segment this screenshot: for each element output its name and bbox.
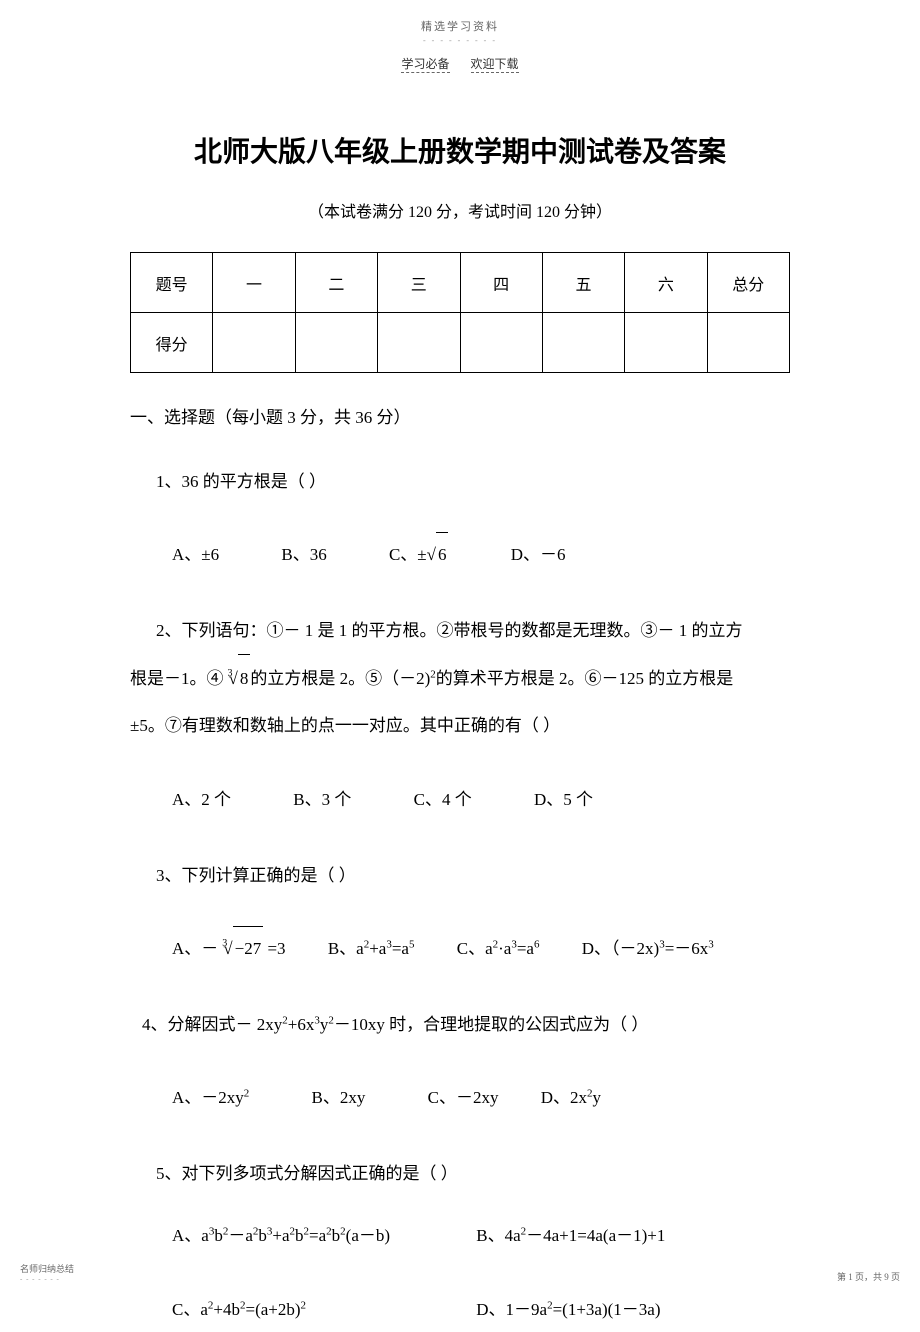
table-cell — [295, 313, 377, 373]
question-3-options: A、－3√−27 =3 B、a2+a3=a5 C、a2·a3=a6 D、（－2x… — [130, 926, 790, 971]
option-c: C、4 个 — [414, 778, 472, 822]
footer-left: 名师归纳总结 - - - - - - - — [20, 1262, 74, 1283]
question-1-options: A、±6 B、36 C、±√6 D、－6 — [130, 532, 790, 577]
table-cell: 总分 — [707, 253, 789, 313]
question-2: 2、下列语句：①－ 1 是 1 的平方根。②带根号的数都是无理数。③－ 1 的立… — [130, 609, 790, 653]
table-cell: 六 — [625, 253, 707, 313]
question-1: 1、36 的平方根是（ ） — [130, 460, 790, 504]
question-4: 4、分解因式－ 2xy2+6x3y2－10xy 时，合理地提取的公因式应为（ ） — [130, 1003, 790, 1047]
header-sub-right: 欢迎下载 — [471, 57, 519, 73]
option-d: D、－6 — [511, 533, 566, 577]
table-cell — [213, 313, 295, 373]
table-cell — [707, 313, 789, 373]
question-4-options: A、－2xy2 B、2xy C、－2xy D、2x2y — [130, 1076, 790, 1120]
content-area: 1、36 的平方根是（ ） A、±6 B、36 C、±√6 D、－6 2、下列语… — [130, 460, 790, 1332]
question-5-line2: C、a2+4b2=(a+2b)2 D、1－9a2=(1+3a)(1－3a) — [130, 1288, 790, 1332]
question-2-cont2: ±5。⑦有理数和数轴上的点一一对应。其中正确的有（ ） — [130, 702, 790, 750]
section-heading: 一、选择题（每小题 3 分，共 36 分） — [130, 403, 920, 428]
question-5-line1: A、a3b2－a2b3+a2b2=a2b2(a－b) B、4a2－4a+1=4a… — [130, 1214, 790, 1258]
table-cell — [460, 313, 542, 373]
option-c: C、a2+4b2=(a+2b)2 — [172, 1288, 472, 1332]
footer-right: 第 1 页，共 9 页 — [837, 1270, 900, 1283]
table-row: 题号 一 二 三 四 五 六 总分 — [131, 253, 790, 313]
table-cell: 四 — [460, 253, 542, 313]
option-d: D、（－2x)3=－6x3 — [582, 927, 714, 971]
option-a: A、a3b2－a2b3+a2b2=a2b2(a－b) — [172, 1214, 472, 1258]
table-cell: 题号 — [131, 253, 213, 313]
table-cell: 得分 — [131, 313, 213, 373]
option-c: C、a2·a3=a6 — [457, 927, 540, 971]
table-cell: 五 — [542, 253, 624, 313]
question-5: 5、对下列多项式分解因式正确的是（ ） — [130, 1152, 790, 1196]
table-row: 得分 — [131, 313, 790, 373]
option-a: A、－2xy2 — [172, 1076, 249, 1120]
table-cell: 三 — [378, 253, 460, 313]
page-subtitle: （本试卷满分 120 分，考试时间 120 分钟） — [0, 198, 920, 222]
option-b: B、3 个 — [293, 778, 351, 822]
question-3: 3、下列计算正确的是（ ） — [130, 854, 790, 898]
option-a: A、2 个 — [172, 778, 231, 822]
option-d: D、5 个 — [534, 778, 593, 822]
table-cell — [625, 313, 707, 373]
option-b: B、a2+a3=a5 — [328, 927, 415, 971]
question-2-options: A、2 个 B、3 个 C、4 个 D、5 个 — [130, 778, 790, 822]
header-watermark: 精选学习资料 — [0, 0, 920, 34]
option-d: D、2x2y — [541, 1076, 601, 1120]
table-cell: 二 — [295, 253, 377, 313]
option-c: C、－2xy — [428, 1076, 499, 1120]
header-sub-left: 学习必备 — [401, 57, 449, 73]
table-cell — [542, 313, 624, 373]
table-cell — [378, 313, 460, 373]
option-b: B、2xy — [312, 1076, 366, 1120]
header-subtitle: 学习必备 欢迎下载 — [0, 55, 920, 72]
option-c: C、±√6 — [389, 532, 449, 577]
page-title: 北师大版八年级上册数学期中测试卷及答案 — [0, 130, 920, 170]
option-b: B、36 — [281, 533, 326, 577]
option-a: A、±6 — [172, 533, 219, 577]
header-dots: - - - - - - - - - — [0, 36, 920, 45]
option-b: B、4a2－4a+1=4a(a－1)+1 — [476, 1226, 665, 1245]
table-cell: 一 — [213, 253, 295, 313]
question-2-cont: 根是－1。④3√8的立方根是 2。⑤（－2)2的算术平方根是 2。⑥－125 的… — [130, 654, 790, 703]
score-table: 题号 一 二 三 四 五 六 总分 得分 — [130, 252, 790, 373]
option-a: A、－3√−27 =3 — [172, 926, 286, 971]
